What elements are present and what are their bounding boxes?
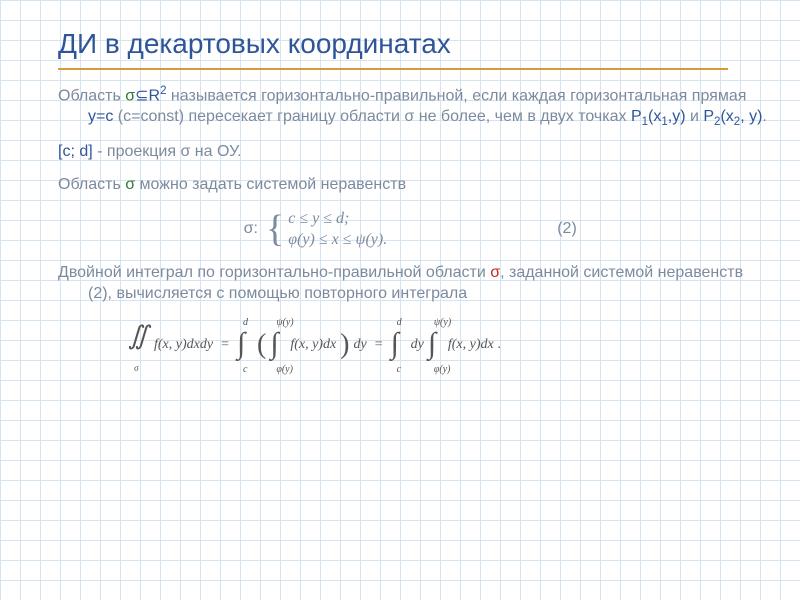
slide-content: ДИ в декартовых координатах Область σ⊆R2…	[0, 0, 800, 371]
sigma-symbol: σ	[125, 87, 135, 104]
integrand-dx-2: f(x, y)dx	[446, 337, 496, 353]
page-title: ДИ в декартовых координатах	[58, 28, 728, 70]
paragraph-3: Область σ можно задать системой неравенс…	[58, 175, 738, 196]
final-period: .	[496, 337, 504, 353]
p2-arg-close: , y)	[740, 108, 762, 125]
p2-label: P	[703, 108, 714, 125]
equation-number: (2)	[557, 220, 577, 238]
p1-arg-close: ,y)	[668, 108, 686, 125]
lparen: (	[255, 331, 268, 359]
text: - проекция σ на ОУ.	[93, 143, 242, 160]
text: Двойной интеграл по горизонтально-правил…	[58, 264, 490, 281]
equals-2: =	[369, 337, 389, 353]
paragraph-1: Область σ⊆R2 называется горизонтально-пр…	[58, 84, 768, 130]
int2-upper: ψ(y)	[276, 317, 293, 328]
dint-lower: σ	[134, 363, 139, 373]
p2-arg-open: (x	[720, 108, 733, 125]
sigma-colon: σ:	[58, 220, 266, 238]
subset-r: ⊆R	[135, 87, 160, 104]
p1-arg-open: (x	[648, 108, 661, 125]
text: Область	[58, 176, 125, 193]
integrand-dd: f(x, y)dxdy	[152, 337, 215, 353]
int4-lower: φ(y)	[434, 364, 451, 375]
int2-lower: φ(y)	[276, 364, 293, 375]
double-integral-icon: ∬	[128, 323, 149, 349]
text: называется горизонтально-правильной, есл…	[166, 87, 746, 104]
and-text: и	[686, 108, 704, 125]
text: Область	[58, 87, 125, 104]
int3-lower: c	[397, 364, 401, 375]
y-eq-c: у=с	[88, 108, 113, 125]
left-brace: {	[266, 210, 284, 248]
integrand-dx: f(x, y)dx	[288, 337, 338, 353]
dy2: dy	[409, 337, 426, 353]
integral-3: d ∫ c	[391, 319, 407, 371]
system-body: с ≤ у ≤ d; φ(у) ≤ х ≤ ψ(у).	[288, 208, 387, 251]
dy: dy	[352, 337, 369, 353]
integral-2: ψ(y) ∫ φ(y)	[270, 319, 286, 371]
ineq-line-1: с ≤ у ≤ d;	[288, 208, 387, 230]
integral-4: ψ(y) ∫ φ(y)	[428, 319, 444, 371]
int1-upper: d	[243, 317, 248, 328]
int4-upper: ψ(y)	[434, 317, 451, 328]
integral-icon: ∫	[391, 329, 399, 359]
iterated-integral-formula: ∬ σ f(x, y)dxdy = d ∫ c ( ψ(y) ∫ φ(y) f(…	[128, 319, 750, 371]
paragraph-2: [c; d] - проекция σ на ОУ.	[58, 142, 738, 163]
const-note: (c=const)	[113, 108, 184, 125]
p1-label: P	[631, 108, 642, 125]
text: можно задать системой неравенств	[135, 176, 406, 193]
text: пересекает границу области σ не более, ч…	[184, 108, 631, 125]
rparen: )	[338, 331, 351, 359]
ineq-line-2: φ(у) ≤ х ≤ ψ(у).	[288, 229, 387, 251]
integral-icon: ∫	[428, 329, 436, 359]
sigma-symbol: σ	[490, 264, 500, 281]
paragraph-4: Двойной интеграл по горизонтально-правил…	[58, 263, 768, 305]
integral-1: d ∫ c	[237, 319, 253, 371]
sigma-symbol: σ	[125, 176, 135, 193]
inequality-system: σ: { с ≤ у ≤ d; φ(у) ≤ х ≤ ψ(у). (2)	[58, 208, 750, 251]
integral-icon: ∫	[237, 329, 245, 359]
interval-cd: [c; d]	[58, 143, 93, 160]
equals-1: =	[215, 337, 235, 353]
period: .	[762, 108, 766, 125]
int1-lower: c	[243, 364, 247, 375]
int3-upper: d	[397, 317, 402, 328]
integral-icon: ∫	[270, 329, 278, 359]
double-integral: ∬ σ	[128, 323, 150, 367]
